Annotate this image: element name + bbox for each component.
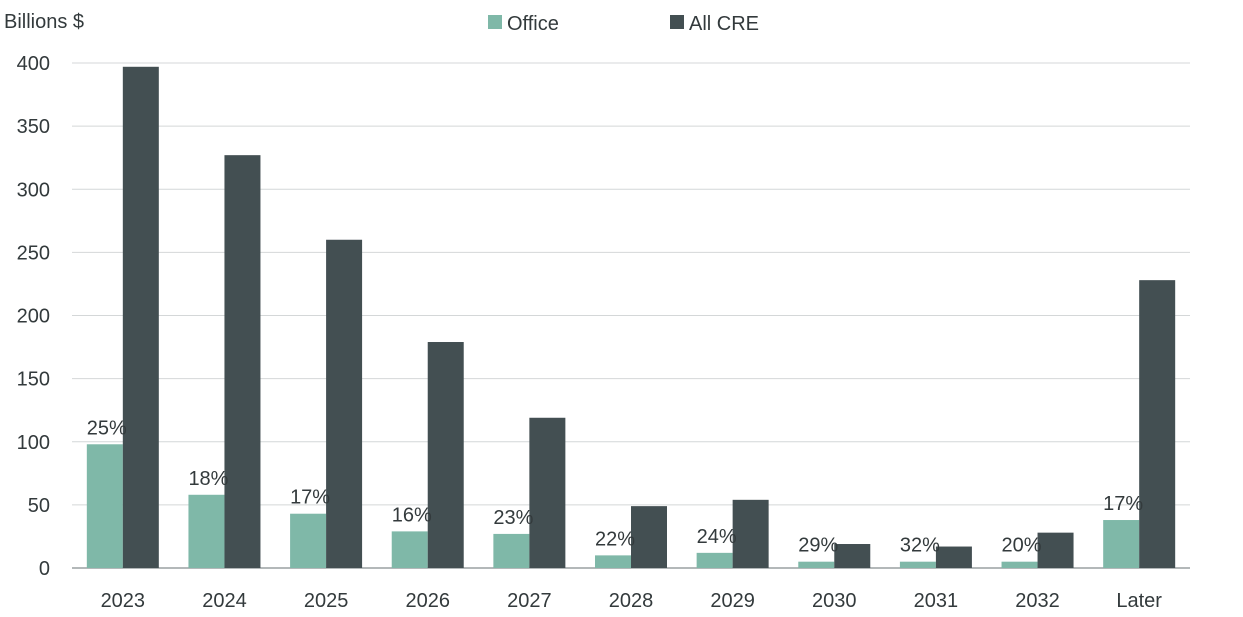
bar-office	[290, 513, 327, 568]
x-tick-label: 2029	[710, 590, 755, 612]
x-tick-label: 2024	[202, 590, 247, 612]
legend: Office All CRE	[488, 13, 759, 35]
legend-label-all-cre: All CRE	[689, 13, 759, 35]
y-tick-label: 200	[17, 306, 50, 328]
office-share-label: 29%	[798, 535, 838, 557]
x-tick-label: 2030	[812, 590, 857, 612]
x-tick-label: 2032	[1015, 590, 1060, 612]
bar-all-cre	[224, 155, 261, 568]
office-share-label: 24%	[697, 526, 737, 548]
x-tick-label: Later	[1116, 590, 1162, 612]
x-tick-label: 2028	[609, 590, 654, 612]
office-share-label: 17%	[290, 487, 330, 509]
office-share-label: 25%	[87, 417, 127, 439]
y-tick-label: 150	[17, 369, 50, 391]
x-tick-label: 2031	[914, 590, 959, 612]
office-share-label: 32%	[900, 535, 940, 557]
axes: Billions $ 0 50 100 150 200 250 300 350 400 2023 2…	[4, 11, 1162, 612]
bar-office	[1103, 520, 1140, 568]
bar-office	[391, 531, 428, 568]
bar-office	[493, 533, 530, 568]
bar-office	[595, 555, 631, 568]
bar-office	[696, 552, 733, 568]
y-tick-label: 100	[17, 432, 50, 454]
y-tick-label: 350	[17, 116, 50, 138]
y-tick-label: 400	[17, 53, 50, 75]
x-tick-label: 2023	[101, 590, 146, 612]
y-tick-label: 300	[17, 179, 50, 201]
bar-office	[798, 561, 835, 568]
office-share-label: 17%	[1103, 493, 1143, 515]
bar-office	[188, 494, 225, 568]
office-share-label: 16%	[392, 504, 432, 526]
legend-swatch-all-cre	[670, 15, 684, 29]
office-share-label: 23%	[493, 507, 533, 529]
data-labels: 25% 18% 17% 16% 23% 22% 24% 29% 32% 20% 17%	[87, 417, 1144, 556]
bar-all-cre	[1139, 280, 1176, 568]
y-axis-unit-label: Billions $	[4, 11, 84, 33]
bar-all-cre	[326, 239, 363, 568]
office-share-label: 22%	[595, 528, 635, 550]
y-tick-label: 250	[17, 242, 50, 264]
bar-office	[1001, 561, 1038, 568]
legend-label-office: Office	[507, 13, 559, 35]
office-share-label: 20%	[1002, 535, 1042, 557]
x-tick-label: 2027	[507, 590, 552, 612]
bar-all-cre	[122, 66, 159, 568]
bar-all-cre	[529, 417, 566, 568]
bars	[86, 66, 1176, 568]
bar-all-cre	[427, 342, 464, 568]
x-tick-label: 2026	[405, 590, 450, 612]
office-share-label: 18%	[188, 468, 228, 490]
y-tick-label: 50	[28, 495, 50, 517]
bar-all-cre	[834, 544, 871, 568]
bar-office	[899, 561, 936, 568]
bar-all-cre	[935, 546, 972, 568]
bar-office	[86, 444, 123, 568]
legend-swatch-office	[488, 15, 502, 29]
bar-all-cre	[631, 506, 667, 568]
y-tick-label: 0	[39, 558, 50, 580]
bar-all-cre	[732, 499, 769, 568]
bar-all-cre	[1037, 532, 1074, 568]
x-tick-label: 2025	[304, 590, 349, 612]
